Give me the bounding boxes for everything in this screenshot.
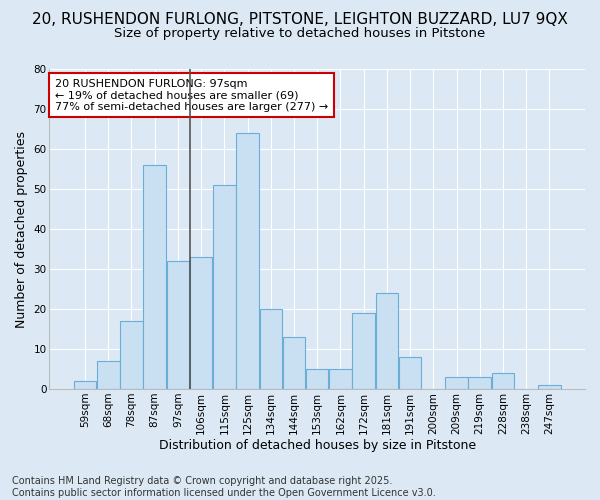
Bar	[236, 133, 259, 389]
Bar	[97, 361, 119, 389]
X-axis label: Distribution of detached houses by size in Pitstone: Distribution of detached houses by size …	[158, 440, 476, 452]
Bar	[167, 261, 189, 389]
Bar	[283, 337, 305, 389]
Text: Size of property relative to detached houses in Pitstone: Size of property relative to detached ho…	[115, 28, 485, 40]
Bar	[260, 309, 282, 389]
Y-axis label: Number of detached properties: Number of detached properties	[15, 130, 28, 328]
Bar	[492, 373, 514, 389]
Bar	[143, 165, 166, 389]
Bar	[120, 321, 143, 389]
Text: 20, RUSHENDON FURLONG, PITSTONE, LEIGHTON BUZZARD, LU7 9QX: 20, RUSHENDON FURLONG, PITSTONE, LEIGHTO…	[32, 12, 568, 28]
Bar	[213, 185, 236, 389]
Bar	[190, 257, 212, 389]
Bar	[445, 377, 468, 389]
Text: Contains HM Land Registry data © Crown copyright and database right 2025.
Contai: Contains HM Land Registry data © Crown c…	[12, 476, 436, 498]
Bar	[469, 377, 491, 389]
Bar	[352, 313, 375, 389]
Bar	[74, 381, 97, 389]
Bar	[399, 357, 421, 389]
Bar	[376, 293, 398, 389]
Bar	[538, 385, 560, 389]
Text: 20 RUSHENDON FURLONG: 97sqm
← 19% of detached houses are smaller (69)
77% of sem: 20 RUSHENDON FURLONG: 97sqm ← 19% of det…	[55, 78, 328, 112]
Bar	[306, 369, 328, 389]
Bar	[329, 369, 352, 389]
